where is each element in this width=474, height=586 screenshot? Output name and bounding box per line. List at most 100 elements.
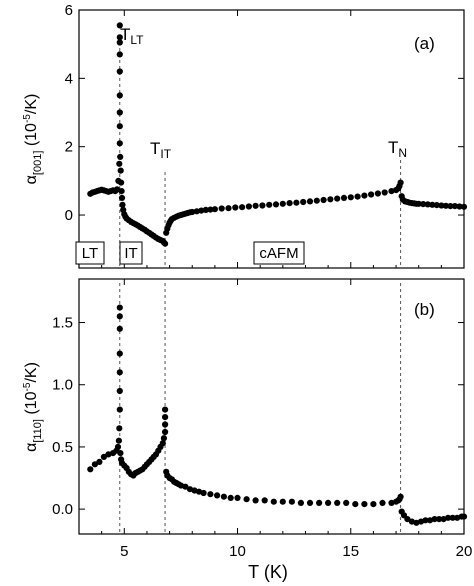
data-point [279, 200, 286, 207]
x-tick-label: 15 [342, 543, 359, 560]
svg-text:IT: IT [124, 245, 137, 262]
data-point [227, 494, 234, 501]
y-tick-label: 0.0 [52, 501, 73, 518]
panel-label-b: (b) [414, 300, 435, 319]
series-b-points [87, 304, 468, 526]
transition-label-tit: TIT [150, 139, 172, 161]
x-axis-label: T (K) [248, 562, 288, 582]
data-point [116, 68, 123, 75]
data-point [182, 483, 189, 490]
data-point [270, 498, 277, 505]
data-point [214, 492, 221, 499]
data-point [162, 414, 169, 421]
data-point [361, 501, 368, 508]
data-point [297, 499, 304, 506]
data-point [456, 203, 463, 210]
data-point [422, 517, 429, 524]
data-point [114, 443, 122, 450]
data-point [189, 208, 196, 216]
data-point [162, 421, 169, 428]
data-point [272, 201, 280, 208]
phase-label-cafm: cAFM [253, 241, 305, 265]
data-point [245, 203, 252, 210]
data-point [159, 440, 166, 447]
data-point [354, 193, 361, 200]
data-point [420, 201, 427, 208]
data-point [220, 493, 227, 500]
data-point [118, 179, 125, 186]
x-tick-labels: 5 10 15 20 [120, 543, 472, 560]
data-point [116, 304, 123, 311]
data-point [266, 201, 273, 208]
panel-a: 0 2 4 6 (a) TLT TIT TN LT IT cAFM α[001] (1… [22, 2, 468, 269]
data-point [286, 200, 293, 207]
data-point [334, 499, 341, 506]
data-point [96, 458, 103, 465]
data-point [340, 194, 348, 201]
data-point [118, 188, 125, 195]
data-point [327, 196, 334, 203]
data-point [438, 202, 445, 209]
data-point [347, 194, 354, 201]
data-point [320, 196, 327, 204]
data-point [293, 199, 300, 206]
data-point [306, 198, 314, 205]
data-point [116, 425, 123, 432]
data-point [116, 92, 123, 99]
data-point [316, 499, 323, 506]
data-point [447, 203, 454, 210]
ticks-b: 0.0 0.5 1.0 1.5 [52, 279, 465, 534]
data-point [160, 435, 167, 442]
transition-lines-b [119, 283, 402, 532]
data-point [118, 194, 126, 201]
data-point [116, 34, 123, 41]
data-point [232, 204, 239, 211]
data-point [374, 190, 381, 197]
data-point [115, 437, 122, 444]
data-point [116, 109, 123, 116]
data-point [116, 22, 123, 29]
x-tick-label: 20 [456, 543, 473, 560]
data-point [243, 496, 250, 503]
data-point [445, 514, 452, 521]
data-point [442, 202, 449, 209]
data-point [381, 189, 388, 196]
x-tick-label: 10 [229, 543, 246, 560]
y-tick-label: 1.5 [52, 315, 73, 332]
data-point [352, 501, 359, 508]
data-point [368, 191, 375, 198]
data-point [116, 406, 123, 413]
phase-label-lt: LT [75, 241, 105, 265]
data-point [234, 494, 241, 501]
data-point [117, 153, 124, 160]
data-point [218, 205, 225, 212]
data-point [207, 491, 214, 498]
data-point [116, 350, 123, 357]
ticks-a: 0 2 4 6 [65, 2, 465, 268]
data-point [288, 498, 295, 505]
transition-label-tn: TN [388, 138, 407, 160]
data-point [415, 200, 422, 207]
data-point [306, 499, 314, 506]
y-tick-label: 1.0 [52, 377, 73, 394]
data-point [433, 202, 440, 209]
data-point [211, 206, 218, 213]
data-point [116, 387, 123, 395]
data-point [116, 160, 123, 167]
data-point [116, 369, 123, 376]
data-point [424, 201, 431, 208]
data-point [397, 179, 404, 186]
y-tick-label: 0.5 [52, 439, 73, 456]
data-point [252, 497, 259, 504]
plot-frame-a [78, 9, 465, 269]
panel-label-a: (a) [414, 34, 435, 53]
data-point [261, 497, 268, 504]
data-point [200, 489, 207, 497]
data-point [449, 514, 456, 521]
data-point [117, 167, 124, 174]
data-point [436, 516, 443, 523]
data-point [162, 428, 169, 436]
data-point [279, 498, 286, 505]
panel-b: 0.0 0.5 1.0 1.5 (b) α[110] (10-5/K) [22, 278, 468, 535]
